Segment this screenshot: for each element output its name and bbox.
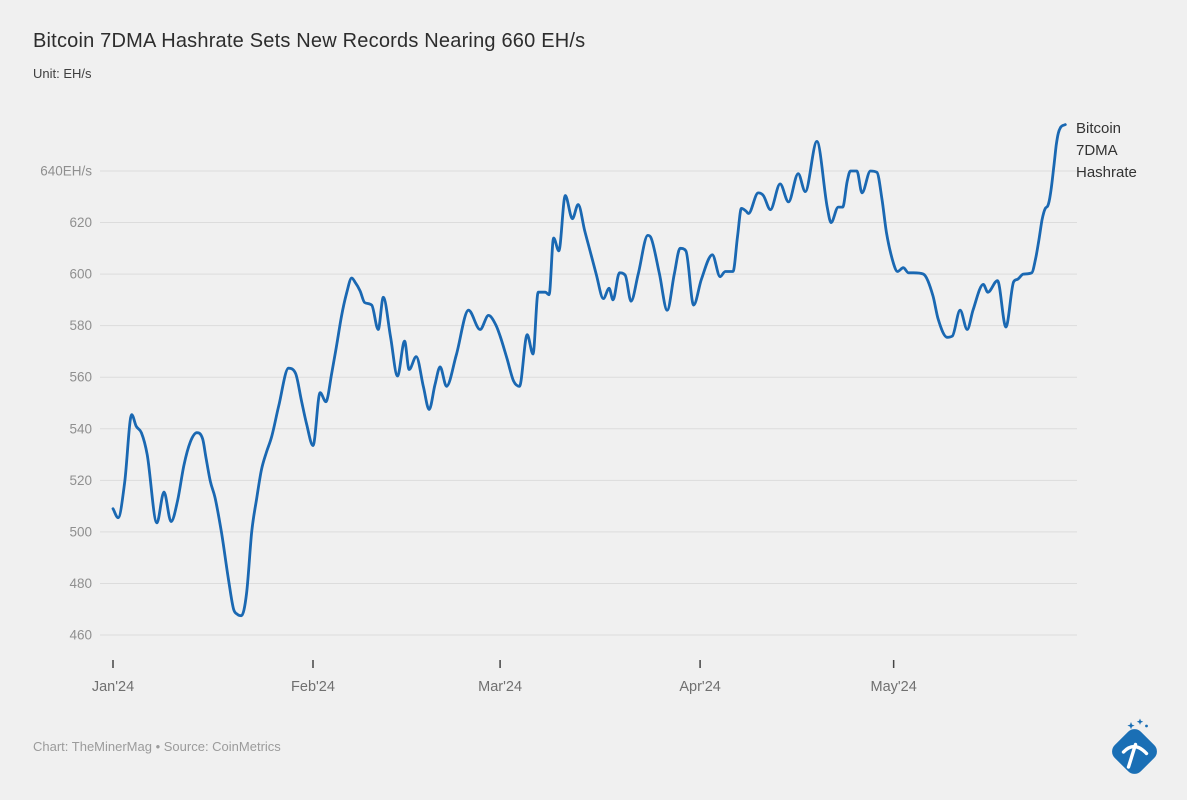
- chart-title: Bitcoin 7DMA Hashrate Sets New Records N…: [33, 30, 586, 52]
- sparkle-icon: [1136, 718, 1144, 725]
- y-tick-label: 520: [69, 473, 92, 488]
- x-tick-label: Apr'24: [679, 679, 720, 695]
- y-tick-label: 600: [69, 267, 92, 282]
- hashrate-line-chart: 640EH/s 620 600 580 560 540 520 500 480 460 Jan'24…: [40, 123, 1077, 695]
- y-tick-label: 480: [69, 576, 92, 591]
- y-tick-label: 500: [69, 524, 92, 539]
- y-tick-label: 580: [69, 318, 92, 333]
- sparkle-icon: [1145, 724, 1148, 728]
- series-line: [111, 123, 1067, 618]
- y-tick-label: 640EH/s: [40, 164, 92, 179]
- pickaxe-icon: [1121, 742, 1149, 769]
- y-tick-label: 620: [69, 215, 92, 230]
- x-tick-label: Mar'24: [478, 679, 522, 695]
- y-tick-label: 560: [69, 370, 92, 385]
- x-tick-label: May'24: [870, 679, 916, 695]
- sparkle-icon: [1127, 722, 1135, 730]
- chart-subtitle: Unit: EH/s: [33, 66, 92, 81]
- source-credit: Chart: TheMinerMag • Source: CoinMetrics: [33, 739, 281, 754]
- y-tick-label: 460: [69, 628, 92, 643]
- y-tick-label: 540: [69, 421, 92, 436]
- theminermag-logo: [1112, 718, 1157, 774]
- x-tick-label: Feb'24: [291, 679, 335, 695]
- series-legend: Bitcoin 7DMA Hashrate: [1076, 120, 1137, 181]
- x-tick-label: Jan'24: [92, 679, 134, 695]
